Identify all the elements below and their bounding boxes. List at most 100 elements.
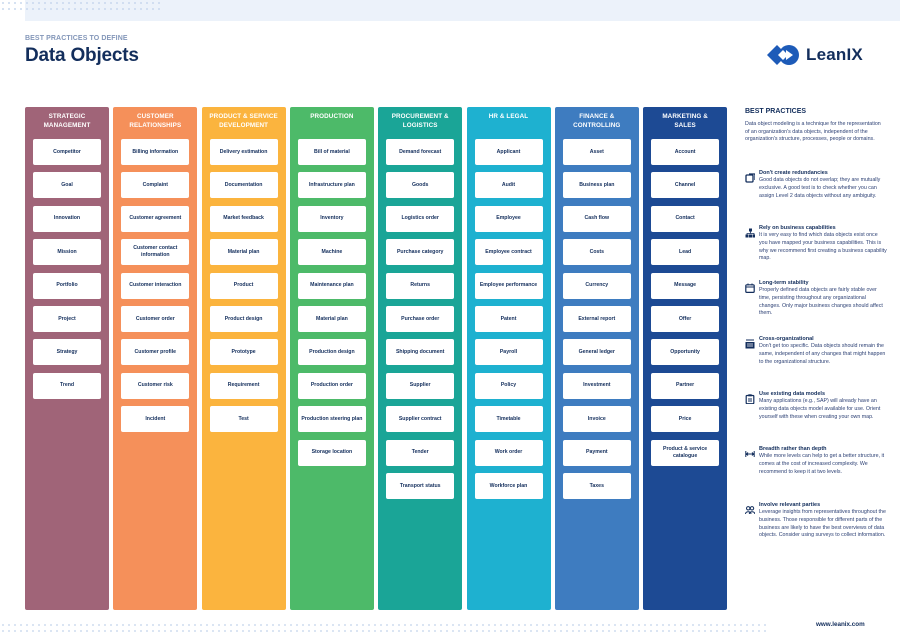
data-object-card[interactable]: Price <box>651 406 720 433</box>
data-object-card[interactable]: Portfolio <box>33 272 101 299</box>
data-object-card[interactable]: Innovation <box>33 205 101 232</box>
data-object-card[interactable]: Customer risk <box>121 372 190 399</box>
data-object-card[interactable]: Lead <box>651 239 720 266</box>
data-object-card[interactable]: Complaint <box>121 172 190 199</box>
data-object-card[interactable]: Incident <box>121 406 190 433</box>
data-object-card[interactable]: General ledger <box>562 339 631 366</box>
best-practice-text: Don't get too specific. Data objects sho… <box>759 343 886 365</box>
data-object-card[interactable]: Prototype <box>209 339 278 366</box>
data-object-card[interactable]: Returns <box>386 272 455 299</box>
data-object-card[interactable]: Production steering plan <box>297 406 366 433</box>
data-object-card[interactable]: Trend <box>33 372 101 399</box>
data-object-card[interactable]: Logistics order <box>386 205 455 232</box>
best-practice-title: Long-term stability <box>759 280 809 286</box>
data-object-card[interactable]: Timetable <box>474 406 543 433</box>
data-object-card[interactable]: Customer order <box>121 306 190 332</box>
decorative-dots-top <box>0 0 160 14</box>
data-object-card[interactable]: Strategy <box>33 339 101 366</box>
data-object-card[interactable]: Maintenance plan <box>297 272 366 299</box>
data-object-card[interactable]: Market feedback <box>209 205 278 232</box>
data-object-card[interactable]: Invoice <box>562 406 631 433</box>
data-object-card[interactable]: Supplier contract <box>386 406 455 433</box>
data-object-card[interactable]: Material plan <box>209 239 278 266</box>
data-object-card[interactable]: Demand forecast <box>386 139 455 165</box>
data-object-card[interactable]: External report <box>562 306 631 332</box>
data-object-card[interactable]: Asset <box>562 139 631 165</box>
data-object-card[interactable]: Test <box>209 406 278 433</box>
column-title-line: CONTROLLING <box>573 121 621 129</box>
data-object-card[interactable]: Billing information <box>121 139 190 165</box>
data-object-card[interactable]: Cash flow <box>562 205 631 232</box>
data-object-card[interactable]: Goods <box>386 172 455 199</box>
data-object-card[interactable]: Currency <box>562 272 631 299</box>
data-object-card[interactable]: Product design <box>209 306 278 332</box>
data-object-card[interactable]: Contact <box>651 205 720 232</box>
data-object-card[interactable]: Inventory <box>297 205 366 232</box>
data-object-card[interactable]: Shipping document <box>386 339 455 366</box>
data-object-card[interactable]: Partner <box>651 372 720 399</box>
data-object-card[interactable]: Production order <box>297 372 366 399</box>
data-object-card[interactable]: Tender <box>386 439 455 466</box>
data-object-card[interactable]: Employee performance <box>474 272 543 299</box>
data-object-card[interactable]: Investment <box>562 372 631 399</box>
data-object-card[interactable]: Payment <box>562 439 631 466</box>
data-object-card[interactable]: Customer agreement <box>121 205 190 232</box>
data-object-card[interactable]: Documentation <box>209 172 278 199</box>
data-object-card[interactable]: Applicant <box>474 139 543 165</box>
data-object-card[interactable]: Competitor <box>33 139 101 165</box>
column-title-line: STRATEGIC <box>48 113 86 120</box>
data-object-card[interactable]: Storage location <box>297 439 366 466</box>
data-object-card[interactable]: Purchase order <box>386 306 455 332</box>
data-object-card[interactable]: Audit <box>474 172 543 199</box>
data-object-card[interactable]: Message <box>651 272 720 299</box>
column-marketing-sales: MARKETING & SALES Account Channel Contact Lea… <box>643 107 728 610</box>
column-title-line: LOGISTICS <box>402 121 438 129</box>
data-object-card[interactable]: Machine <box>297 239 366 266</box>
data-object-card[interactable]: Product <box>209 272 278 299</box>
data-object-card[interactable]: Business plan <box>562 172 631 199</box>
data-object-card[interactable]: Customer contact information <box>121 239 190 266</box>
data-object-card[interactable]: Policy <box>474 372 543 399</box>
data-object-card[interactable]: Material plan <box>297 306 366 332</box>
data-object-card[interactable]: Customer interaction <box>121 272 190 299</box>
data-object-card[interactable]: Employee <box>474 205 543 232</box>
best-practice-title: Use existing data models <box>759 391 826 397</box>
data-object-card[interactable]: Employee contract <box>474 239 543 266</box>
data-object-card[interactable]: Taxes <box>562 473 631 499</box>
data-object-card[interactable]: Project <box>33 306 101 332</box>
data-object-card[interactable]: Channel <box>651 172 720 199</box>
column-title-line: MANAGEMENT <box>43 121 91 129</box>
data-object-card[interactable]: Opportunity <box>651 339 720 366</box>
best-practice-text: While more levels can help to get a bett… <box>759 453 885 475</box>
data-object-card[interactable]: Workforce plan <box>474 473 543 499</box>
data-object-card[interactable]: Transport status <box>386 473 455 499</box>
leanix-logo: LeanIX <box>767 44 863 66</box>
data-object-card[interactable]: Supplier <box>386 372 455 399</box>
data-object-card[interactable]: Production design <box>297 339 366 366</box>
column-title: STRATEGIC MANAGEMENT <box>25 113 109 130</box>
data-object-card[interactable]: Requirement <box>209 372 278 399</box>
column-production: PRODUCTION Bill of material Infrastructure… <box>289 107 374 610</box>
column-title-line: MARKETING & <box>662 113 708 120</box>
data-object-card[interactable]: Payroll <box>474 339 543 366</box>
data-object-card[interactable]: Bill of material <box>297 139 366 165</box>
data-object-card[interactable]: Goal <box>33 172 101 199</box>
data-object-card[interactable]: Patent <box>474 306 543 332</box>
column-title-line: CUSTOMER <box>136 113 174 120</box>
data-object-card[interactable]: Costs <box>562 239 631 266</box>
data-object-card[interactable]: Customer profile <box>121 339 190 366</box>
data-object-card[interactable]: Account <box>651 139 720 165</box>
data-object-card[interactable]: Mission <box>33 239 101 266</box>
data-object-card[interactable]: Delivery estimation <box>209 139 278 165</box>
data-object-card[interactable]: Infrastructure plan <box>297 172 366 199</box>
column-title-line: FINANCE & <box>579 113 615 120</box>
data-object-card[interactable]: Product & service catalogue <box>651 439 720 466</box>
column-title: CUSTOMER RELATIONSHIPS <box>113 113 197 130</box>
data-object-card[interactable]: Offer <box>651 306 720 332</box>
footer-url[interactable]: www.leanix.com <box>816 621 865 628</box>
column-procurement-logistics: PROCUREMENT & LOGISTICS Demand forecast Goo… <box>378 107 463 610</box>
data-object-card[interactable]: Work order <box>474 439 543 466</box>
data-object-card[interactable]: Purchase category <box>386 239 455 266</box>
best-practice-title: Don't create redundancies <box>759 170 828 176</box>
leanix-logo-icon <box>767 45 799 65</box>
